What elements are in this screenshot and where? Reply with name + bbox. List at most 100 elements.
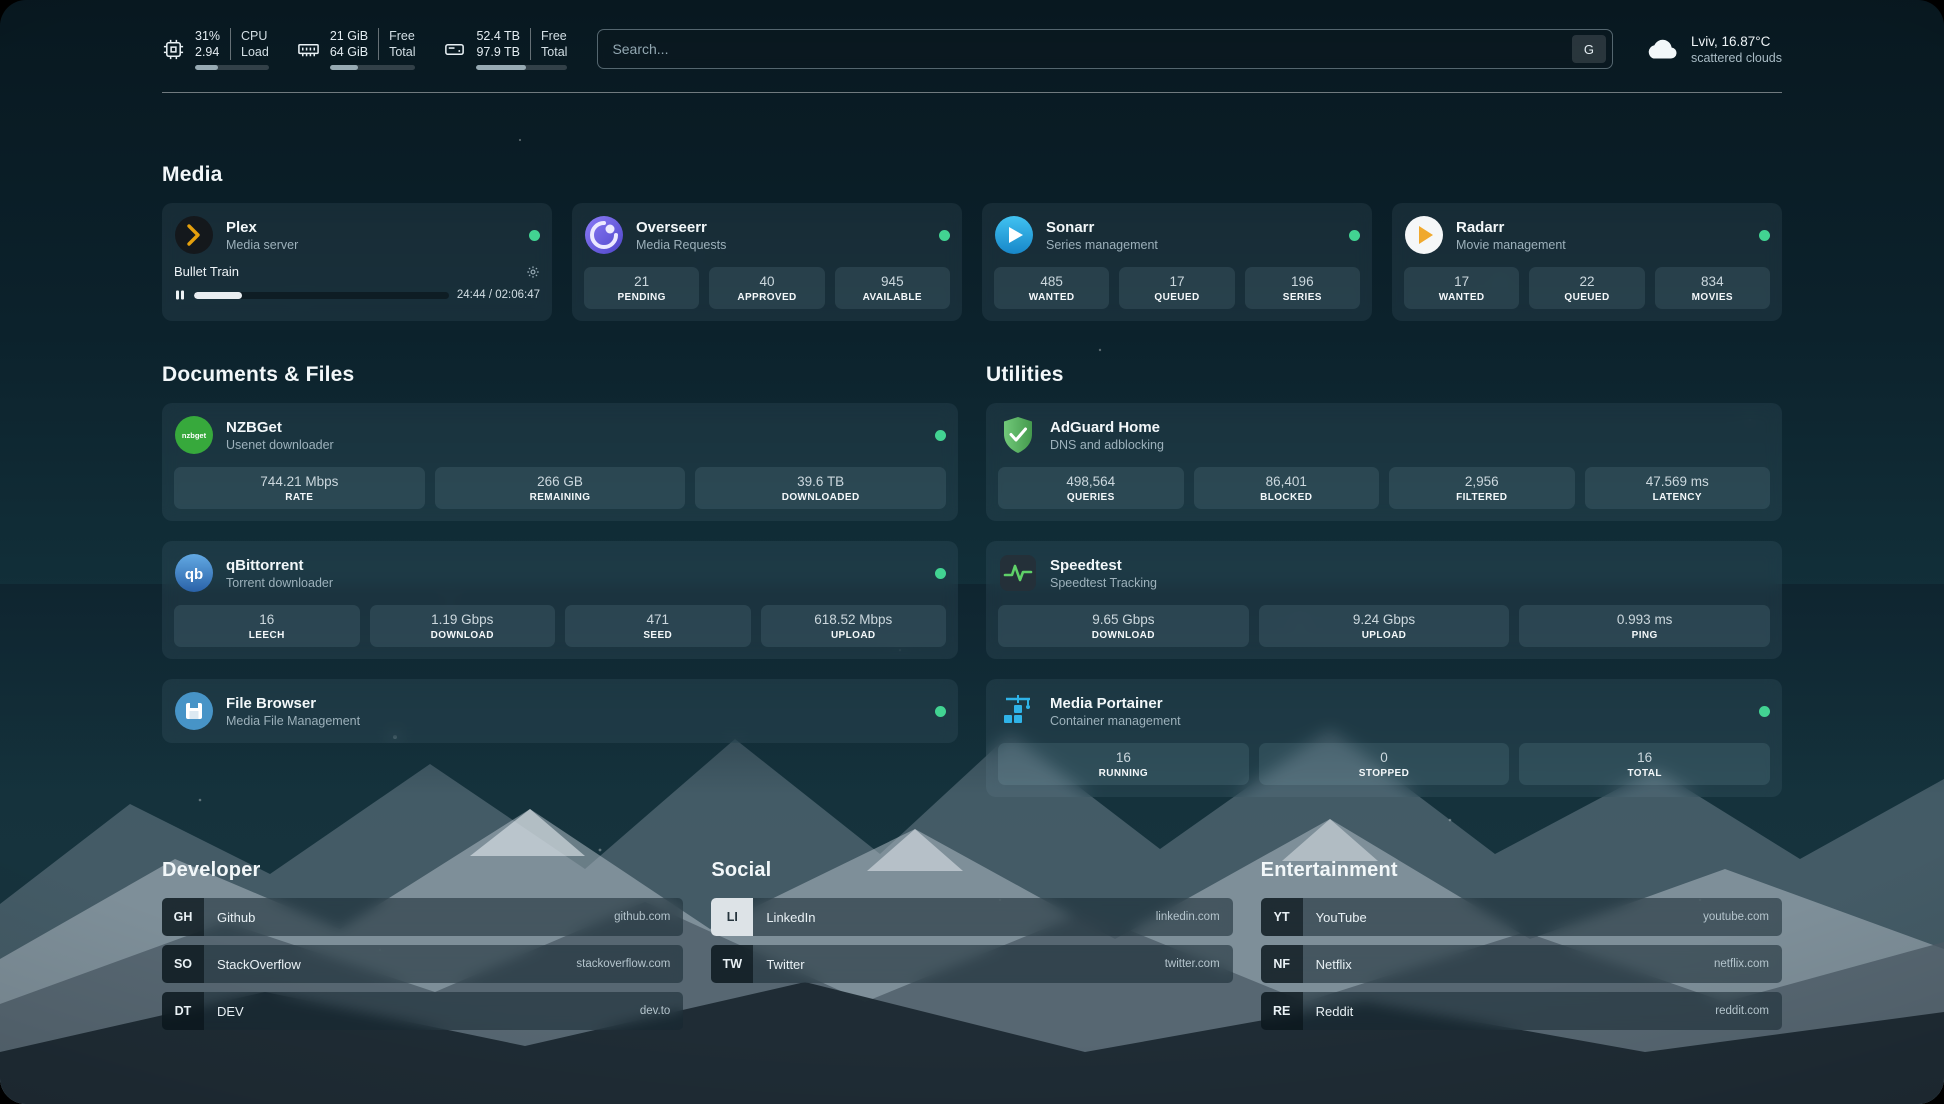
stat-stopped: 0 STOPPED: [1258, 743, 1510, 785]
stat-value: 21: [634, 274, 650, 289]
bookmark-name: Netflix: [1315, 956, 1352, 972]
overseerr-card-header: Overseerr Media Requests: [584, 215, 950, 255]
service-card-adguard[interactable]: AdGuard Home DNS and adblocking 498,564 …: [986, 403, 1782, 521]
playback-row: 24:44 / 02:06:47: [174, 289, 540, 301]
stat-upload: 618.52 Mbps UPLOAD: [760, 605, 946, 647]
bookmark-github[interactable]: GH Github github.com: [162, 898, 684, 936]
stat-label: UPLOAD: [830, 630, 876, 641]
stat-label: STOPPED: [1358, 768, 1410, 779]
stat-label: PING: [1631, 630, 1658, 641]
disk-widget: 52.4 TB 97.9 TB Free Total: [443, 28, 568, 70]
status-dot: [1759, 229, 1770, 241]
service-subtitle: Container management: [1050, 713, 1181, 728]
stat-available: 945 AVAILABLE: [834, 267, 950, 309]
stat-pending: 21 PENDING: [584, 267, 700, 309]
bookmark-name: YouTube: [1315, 909, 1367, 925]
service-name: Speedtest: [1050, 556, 1122, 574]
stat-value: 17: [1169, 274, 1185, 289]
media-card-grid: Plex Media server Bullet Train: [162, 203, 1782, 321]
stat-value: 16: [1115, 750, 1131, 765]
cpu-progress-fill: [195, 65, 218, 70]
bookmark-url: netflix.com: [1714, 958, 1769, 970]
stat-value: 16: [259, 612, 275, 627]
bookmark-url: twitter.com: [1164, 958, 1220, 970]
cpu-widget: 31% 2.94 CPU Load: [162, 28, 269, 70]
portainer-icon: [998, 691, 1038, 731]
service-name: Plex: [226, 218, 257, 236]
playback-progress-bar[interactable]: [194, 291, 449, 299]
bookmark-url: github.com: [614, 911, 671, 923]
service-card-overseerr[interactable]: Overseerr Media Requests 21 PENDING 40 A…: [572, 203, 962, 321]
stat-label: QUEUED: [1564, 292, 1610, 303]
status-dot: [935, 705, 946, 717]
speedtest-card-header: Speedtest Speedtest Tracking: [998, 553, 1770, 593]
stat-label: SERIES: [1282, 292, 1322, 303]
stat-label: PENDING: [617, 292, 666, 303]
service-card-qbittorrent[interactable]: qb qBittorrent Torrent downloader 16 LEE…: [162, 541, 958, 659]
service-card-sonarr[interactable]: Sonarr Series management 485 WANTED 17 Q…: [982, 203, 1372, 321]
stat-label: REMAINING: [529, 492, 591, 503]
nzbget-stats: 744.21 Mbps RATE 266 GB REMAINING 39.6 T…: [174, 467, 947, 509]
pause-icon[interactable]: [174, 289, 186, 301]
stat-value: 485: [1040, 274, 1063, 289]
weather-widget[interactable]: Lviv, 16.87°C scattered clouds: [1643, 34, 1782, 65]
section-title-social: Social: [711, 859, 772, 881]
section-title-utilities: Utilities: [986, 363, 1064, 386]
sonarr-stats: 485 WANTED 17 QUEUED 196 SERIES: [994, 267, 1360, 309]
bookmark-url: reddit.com: [1715, 1005, 1769, 1017]
stat-label: LEECH: [248, 630, 285, 641]
stat-queued: 17 QUEUED: [1119, 267, 1235, 309]
service-card-nzbget[interactable]: nzbget NZBGet Usenet downloader 744.21 M…: [162, 403, 958, 521]
status-dot: [939, 229, 950, 241]
service-card-radarr[interactable]: Radarr Movie management 17 WANTED 22 QUE…: [1392, 203, 1782, 321]
plex-now-playing: Bullet Train: [174, 264, 540, 301]
sonarr-titles: Sonarr Series management: [1046, 219, 1158, 252]
service-name: Media Portainer: [1050, 694, 1163, 712]
bookmark-reddit[interactable]: RE Reddit reddit.com: [1260, 992, 1782, 1030]
bookmark-abbr: SO: [162, 945, 204, 983]
weather-condition: scattered clouds: [1690, 50, 1782, 65]
search-input[interactable]: [612, 41, 1572, 57]
stat-ping: 0.993 ms PING: [1519, 605, 1771, 647]
bookmark-group-social: Social LI LinkedIn linkedin.com TW Twitt…: [711, 859, 1233, 1030]
bookmark-youtube[interactable]: YT YouTube youtube.com: [1260, 898, 1782, 936]
bookmark-stackoverflow[interactable]: SO StackOverflow stackoverflow.com: [162, 945, 684, 983]
qbittorrent-icon: qb: [174, 553, 214, 593]
plex-titles: Plex Media server: [226, 219, 298, 252]
service-card-filebrowser[interactable]: File Browser Media File Management: [162, 679, 958, 743]
bookmark-dev[interactable]: DT DEV dev.to: [162, 992, 684, 1030]
svg-text:nzbget: nzbget: [182, 431, 207, 440]
bookmark-name: Github: [217, 909, 256, 925]
stat-wanted: 17 WANTED: [1404, 267, 1520, 309]
service-card-portainer[interactable]: Media Portainer Container management 16 …: [986, 679, 1782, 797]
bookmark-netflix[interactable]: NF Netflix netflix.com: [1260, 945, 1782, 983]
stat-value: 471: [646, 612, 670, 627]
stat-approved: 40 APPROVED: [709, 267, 825, 309]
gear-icon[interactable]: [526, 265, 540, 279]
stat-series: 196 SERIES: [1244, 267, 1360, 309]
status-dot: [1349, 229, 1360, 241]
memory-free-value: 21 GiB: [329, 29, 369, 43]
bookmark-group-entertainment: Entertainment YT YouTube youtube.com NF …: [1260, 859, 1782, 1030]
stat-label: WANTED: [1028, 292, 1075, 303]
bookmark-twitter[interactable]: TW Twitter twitter.com: [711, 945, 1233, 983]
radarr-stats: 17 WANTED 22 QUEUED 834 MOVIES: [1404, 267, 1770, 309]
disk-progress-fill: [476, 65, 526, 70]
bookmark-abbr: TW: [711, 945, 754, 983]
search-provider-button[interactable]: G: [1571, 35, 1606, 63]
overseerr-icon: [584, 215, 624, 255]
stat-value: 16: [1637, 750, 1653, 765]
stat-value: 196: [1291, 274, 1314, 289]
bookmark-linkedin[interactable]: LI LinkedIn linkedin.com: [711, 898, 1233, 936]
service-card-plex[interactable]: Plex Media server Bullet Train: [162, 203, 552, 321]
nzbget-icon: nzbget: [174, 415, 214, 455]
stat-movies: 834 MOVIES: [1654, 267, 1770, 309]
stat-label: DOWNLOADED: [781, 492, 860, 503]
search-bar: G: [597, 29, 1613, 69]
stat-label: SEED: [643, 630, 673, 641]
radarr-icon: [1404, 215, 1444, 255]
disk-free-value: 52.4 TB: [476, 29, 521, 43]
stat-queued: 22 QUEUED: [1529, 267, 1645, 309]
service-card-speedtest[interactable]: Speedtest Speedtest Tracking 9.65 Gbps D…: [986, 541, 1782, 659]
service-name: Overseerr: [636, 218, 707, 236]
